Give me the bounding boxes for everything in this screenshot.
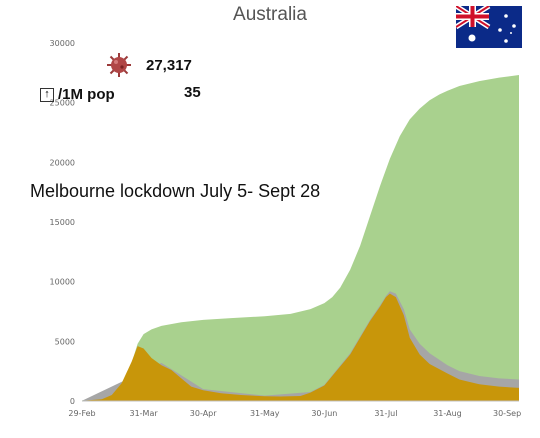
lockdown-annotation: Melbourne lockdown July 5- Sept 28	[30, 181, 321, 201]
x-tick-label: 30-Jun	[311, 409, 337, 418]
australia-flag-icon	[456, 6, 522, 48]
x-tick-label: 29-Feb	[68, 409, 95, 418]
per-population-icon: ↑	[40, 88, 54, 102]
chart-title: Australia	[233, 4, 307, 25]
y-tick-label: 20000	[50, 158, 75, 167]
x-tick-label: 31-Jul	[374, 409, 397, 418]
x-tick-label: 31-May	[250, 409, 280, 418]
total-cases-value: 27,317	[146, 57, 192, 74]
per-million-label: /1M pop	[58, 86, 115, 103]
y-tick-label: 15000	[50, 218, 75, 227]
y-tick-label: 30000	[50, 39, 75, 48]
y-tick-label: 5000	[55, 337, 75, 346]
series-total-cases-area	[82, 75, 519, 401]
x-tick-label: 30-Sep	[493, 409, 521, 418]
x-tick-label: 31-Mar	[129, 409, 158, 418]
y-tick-label: 25000	[50, 99, 75, 108]
per-million-value: 35	[184, 84, 201, 101]
virus-icon	[107, 53, 131, 77]
y-tick-label: 0	[70, 397, 75, 406]
x-tick-label: 31-Aug	[433, 409, 462, 418]
x-tick-label: 30-Apr	[190, 409, 217, 418]
y-tick-label: 10000	[50, 278, 75, 287]
series-active-cases-area	[82, 293, 519, 401]
